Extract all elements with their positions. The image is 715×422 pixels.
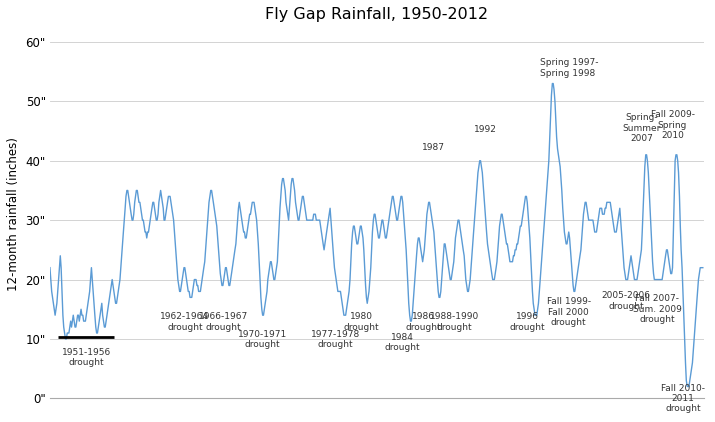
Text: 1992: 1992 [474, 125, 497, 134]
Text: 1996
drought: 1996 drought [509, 312, 545, 332]
Text: Spring 1997-
Spring 1998: Spring 1997- Spring 1998 [540, 58, 598, 78]
Text: 1970-1971
drought: 1970-1971 drought [238, 330, 287, 349]
Text: 1966-1967
drought: 1966-1967 drought [199, 312, 248, 332]
Text: 1951-1956
drought: 1951-1956 drought [61, 348, 111, 367]
Title: Fly Gap Rainfall, 1950-2012: Fly Gap Rainfall, 1950-2012 [265, 7, 488, 22]
Text: 1977-1978
drought: 1977-1978 drought [310, 330, 360, 349]
Y-axis label: 12-month rainfall (inches): 12-month rainfall (inches) [7, 137, 20, 291]
Text: 1984
drought: 1984 drought [385, 333, 420, 352]
Text: Fall 1999-
Fall 2000
drought: Fall 1999- Fall 2000 drought [547, 298, 591, 327]
Text: 1987: 1987 [423, 143, 445, 152]
Text: 1962-1964
drought: 1962-1964 drought [160, 312, 209, 332]
Text: Spring-
Summer
2007: Spring- Summer 2007 [622, 113, 661, 143]
Text: Fall 2007-
Sum. 2009
drought: Fall 2007- Sum. 2009 drought [633, 295, 681, 324]
Text: Fall 2010-
2011
drought: Fall 2010- 2011 drought [661, 384, 705, 413]
Text: 1986
drought: 1986 drought [405, 312, 441, 332]
Text: Fall 2009-
Spring
2010: Fall 2009- Spring 2010 [651, 110, 694, 140]
Text: 2005-2006
drought: 2005-2006 drought [601, 292, 651, 311]
Text: 1988-1990
drought: 1988-1990 drought [430, 312, 479, 332]
Text: 1980
drought: 1980 drought [343, 312, 379, 332]
